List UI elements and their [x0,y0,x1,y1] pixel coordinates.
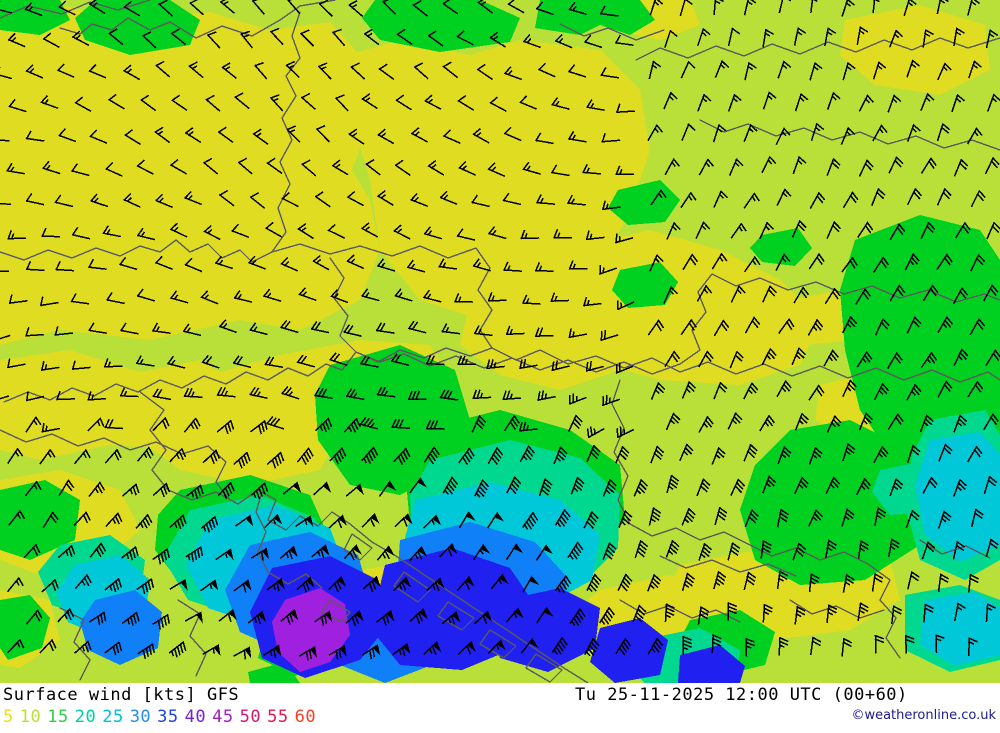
legend-value-55[interactable]: 55 [267,707,289,727]
wind-barbs-layer [0,0,1000,661]
map-svg-layer [0,0,1000,683]
legend-value-60[interactable]: 60 [294,707,317,727]
legend-value-45[interactable]: 45 [212,707,234,727]
wind-speed-legend[interactable]: 5 10 15 20 25 30 35 40 45 50 55 60 [3,707,322,727]
fill-band-40 [272,588,350,672]
country-borders [0,0,1000,683]
legend-value-15[interactable]: 15 [47,707,69,727]
legend-value-5[interactable]: 5 [3,707,14,727]
legend-value-35[interactable]: 35 [157,707,179,727]
legend-value-20[interactable]: 20 [74,707,97,727]
wind-speed-map[interactable] [0,0,1000,683]
legend-value-50[interactable]: 50 [239,707,262,727]
legend-value-30[interactable]: 30 [129,707,152,727]
legend-value-10[interactable]: 10 [19,707,42,727]
map-footer: Surface wind [kts] GFS Tu 25-11-2025 12:… [0,683,1000,733]
copyright-notice: ©weatheronline.co.uk [851,708,996,723]
legend-value-25[interactable]: 25 [102,707,124,727]
valid-datetime: Tu 25-11-2025 12:00 UTC (00+60) [575,685,908,705]
legend-value-40[interactable]: 40 [184,707,207,727]
map-title: Surface wind [kts] GFS [3,685,240,705]
